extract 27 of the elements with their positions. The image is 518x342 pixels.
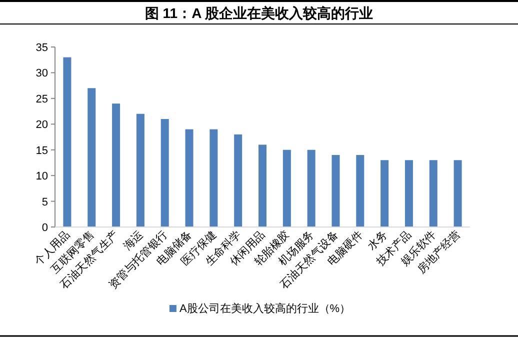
- legend-label: A股公司在美收入较高的行业（%）: [179, 302, 351, 315]
- bar: [429, 160, 438, 227]
- bar: [112, 104, 120, 227]
- y-tick-label: 30: [36, 68, 48, 80]
- bar: [234, 134, 242, 227]
- bar: [210, 129, 218, 227]
- bar: [454, 160, 462, 227]
- bar: [136, 114, 144, 227]
- y-tick-label: 0: [42, 222, 48, 234]
- bar: [258, 144, 266, 227]
- y-tick-label: 35: [36, 42, 48, 54]
- bar: [332, 155, 340, 227]
- y-tick-label: 10: [36, 170, 48, 183]
- bar: [63, 57, 72, 227]
- bar: [356, 155, 364, 227]
- bar: [185, 129, 194, 227]
- bar: [307, 150, 316, 227]
- bar: [88, 88, 96, 227]
- y-tick-label: 5: [42, 196, 48, 208]
- bar: [282, 150, 291, 227]
- chart-title: 图 11：A 股企业在美收入较高的行业: [144, 5, 374, 21]
- bar: [404, 160, 413, 227]
- bar: [380, 160, 389, 227]
- y-tick-label: 20: [36, 119, 48, 132]
- bar: [160, 119, 169, 227]
- y-tick-label: 15: [36, 144, 48, 157]
- y-tick-label: 25: [36, 93, 48, 106]
